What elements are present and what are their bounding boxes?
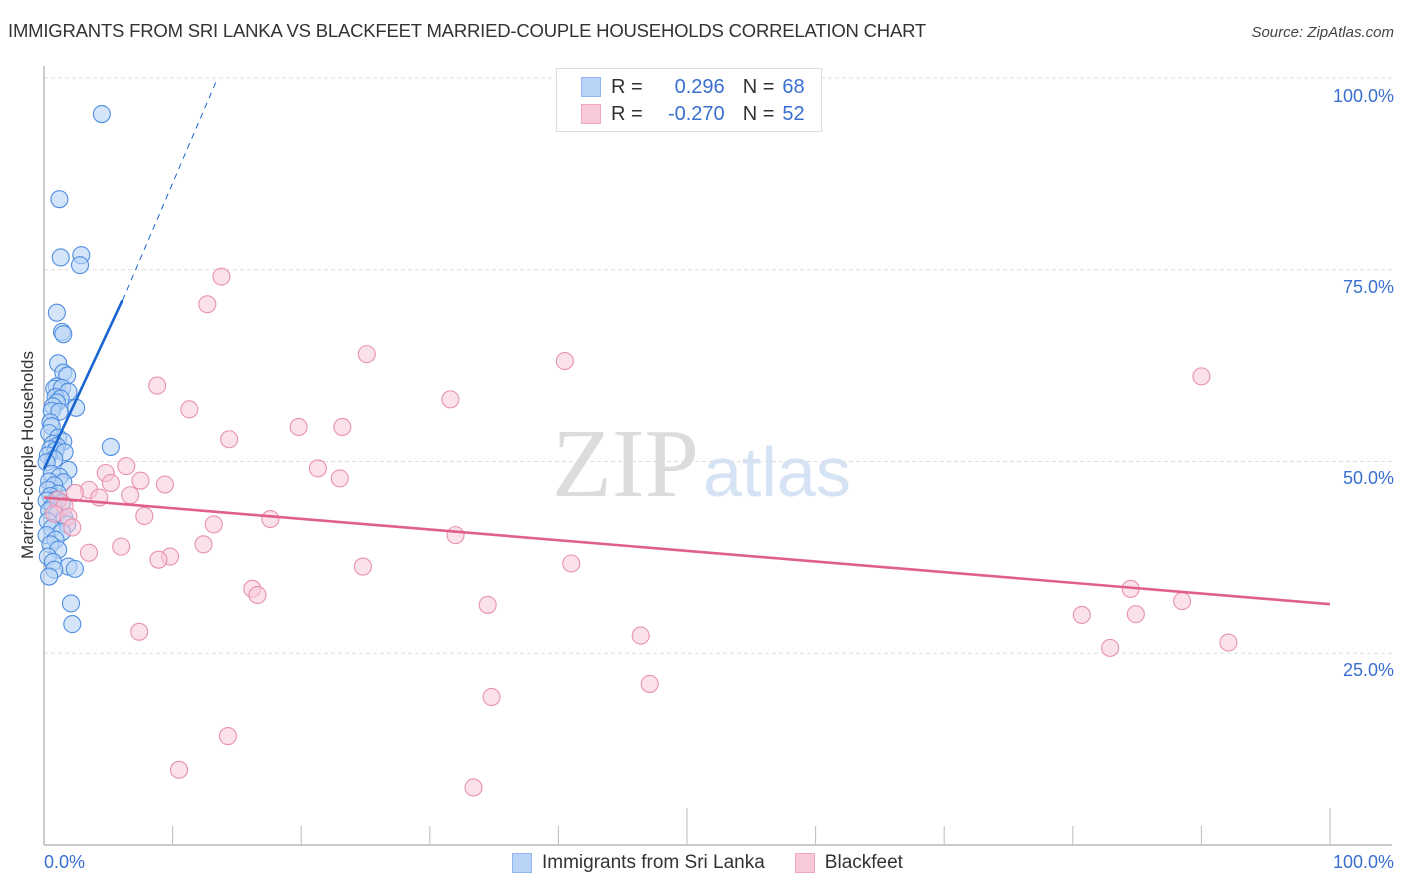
pink-swatch-icon [581,104,601,124]
x-tick-0: 0.0% [44,852,86,872]
y-tick-100: 100.0% [1332,86,1394,106]
legend-item-blackfeet[interactable]: Blackfeet [794,852,903,874]
y-axis-label: Married-couple Households [18,351,37,559]
axes [43,66,1392,846]
pink-swatch-icon [794,853,815,873]
r-label: R = [611,75,643,98]
series-legend: Immigrants from Sri Lanka Blackfeet [512,852,933,874]
legend-item-sri-lanka[interactable]: Immigrants from Sri Lanka [512,852,765,874]
series-sri-lanka-points [37,104,120,634]
y-tick-75: 75.0% [1342,277,1394,297]
legend-label: Immigrants from Sri Lanka [542,852,765,873]
chart-title: IMMIGRANTS FROM SRI LANKA VS BLACKFEET M… [8,20,927,41]
legend-label: Blackfeet [824,852,903,873]
n-label: N = [742,102,775,125]
correlation-legend: R = 0.296 N = 68 R = -0.270 N = 52 [556,68,822,132]
y-tick-50: 50.0% [1342,468,1394,488]
legend-row-sri-lanka: R = 0.296 N = 68 [581,75,805,99]
blue-swatch-icon [581,77,601,97]
gridlines [44,77,1392,654]
y-tick-25: 25.0% [1342,660,1394,680]
watermark-zip: ZIP [552,410,699,518]
watermark-atlas: atlas [703,433,851,511]
r-label: R = [611,102,643,125]
series-blackfeet-points [45,267,1238,797]
legend-row-blackfeet: R = -0.270 N = 52 [581,102,805,126]
trend-lines [42,77,1331,606]
source-label: Source: ZipAtlas.com [1251,24,1394,41]
watermark: ZIPatlas [552,408,851,520]
r-value: -0.270 [667,102,725,125]
n-value: 68 [782,75,805,98]
r-value: 0.296 [674,75,725,98]
n-label: N = [742,75,775,98]
n-value: 52 [782,102,805,125]
x-tick-100: 100.0% [1332,852,1394,872]
blue-swatch-icon [512,853,532,873]
